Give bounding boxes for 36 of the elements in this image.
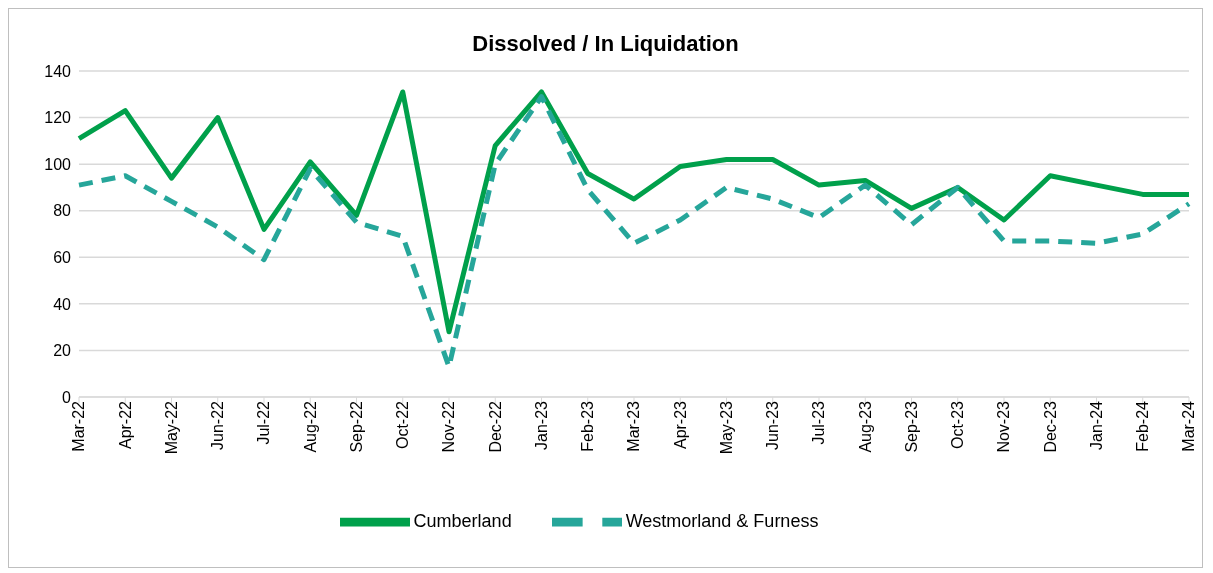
y-tick-label: 40 bbox=[53, 295, 72, 313]
x-tick-label: Oct-22 bbox=[394, 400, 412, 450]
legend-label: Westmorland & Furness bbox=[625, 510, 819, 531]
legend-label: Cumberland bbox=[413, 510, 512, 531]
x-tick-label: Jan-23 bbox=[532, 400, 550, 450]
x-tick-label: Feb-24 bbox=[1134, 400, 1152, 452]
x-tick-label: Jan-24 bbox=[1087, 400, 1105, 450]
x-tick-label: Dec-22 bbox=[486, 400, 504, 453]
y-tick-label: 80 bbox=[53, 202, 72, 220]
y-tick-label: 20 bbox=[53, 342, 72, 360]
x-tick-label: Jun-23 bbox=[764, 400, 782, 450]
x-tick-label: Mar-24 bbox=[1180, 400, 1198, 452]
x-tick-label: Mar-22 bbox=[70, 400, 88, 452]
x-tick-label: Jul-22 bbox=[255, 400, 273, 445]
x-tick-label: Jun-22 bbox=[209, 400, 227, 450]
x-tick-label: Aug-22 bbox=[301, 400, 319, 453]
x-tick-label: Mar-23 bbox=[625, 400, 643, 452]
x-tick-label: Aug-23 bbox=[856, 400, 874, 453]
x-tick-label: Jul-23 bbox=[810, 400, 828, 445]
x-tick-label: Sep-22 bbox=[347, 400, 365, 453]
chart-title: Dissolved / In Liquidation bbox=[471, 31, 740, 57]
x-tick-label: Dec-23 bbox=[1041, 400, 1059, 453]
y-tick-label: 60 bbox=[53, 248, 72, 266]
x-tick-label: May-23 bbox=[717, 400, 735, 455]
y-tick-label: 140 bbox=[44, 62, 72, 80]
x-tick-label: Feb-23 bbox=[579, 400, 597, 452]
y-tick-label: 120 bbox=[44, 109, 72, 127]
x-tick-label: May-22 bbox=[162, 400, 180, 455]
y-tick-label: 0 bbox=[62, 388, 72, 406]
x-tick-label: Nov-22 bbox=[440, 400, 458, 453]
x-tick-label: Oct-23 bbox=[949, 400, 967, 450]
y-tick-label: 100 bbox=[44, 155, 72, 173]
x-tick-label: Apr-23 bbox=[671, 400, 689, 450]
x-tick-label: Sep-23 bbox=[902, 400, 920, 453]
x-tick-label: Apr-22 bbox=[116, 400, 134, 450]
x-tick-label: Nov-23 bbox=[995, 400, 1013, 453]
